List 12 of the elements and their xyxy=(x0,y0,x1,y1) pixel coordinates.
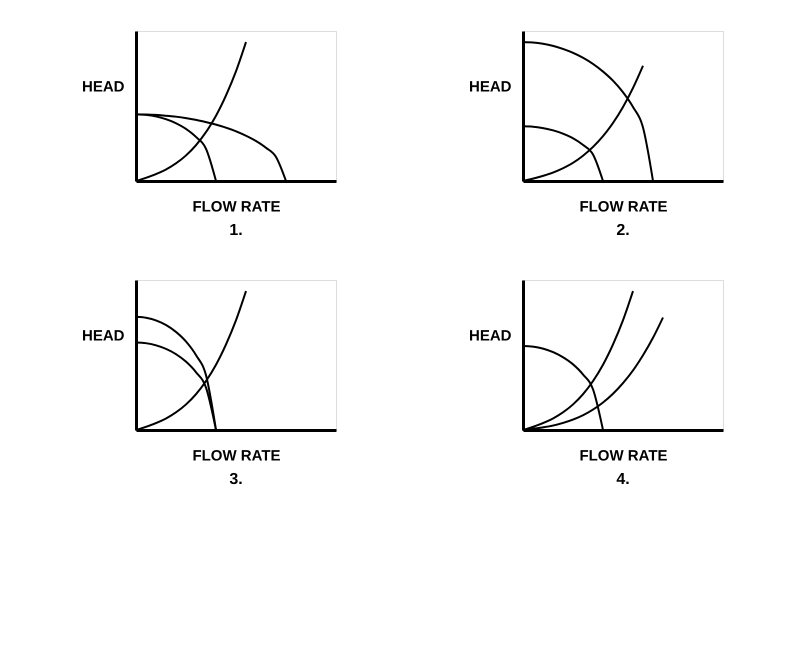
text: 4. xyxy=(616,471,630,488)
y-axis-title: HEAD xyxy=(82,78,125,96)
y-axis-title: HEAD xyxy=(82,328,125,344)
text: 3. xyxy=(229,471,243,488)
x-axis-title: FLOW RATE xyxy=(192,198,281,216)
text: 2. xyxy=(616,222,630,239)
x-axis-title: FLOW RATE xyxy=(192,448,281,464)
y-axis-title: HEAD xyxy=(468,328,512,344)
y-axis-title: HEAD xyxy=(468,78,512,96)
text: 1. xyxy=(229,222,243,239)
x-axis-title: FLOW RATE xyxy=(579,198,668,216)
x-axis-title: FLOW RATE xyxy=(579,448,668,464)
